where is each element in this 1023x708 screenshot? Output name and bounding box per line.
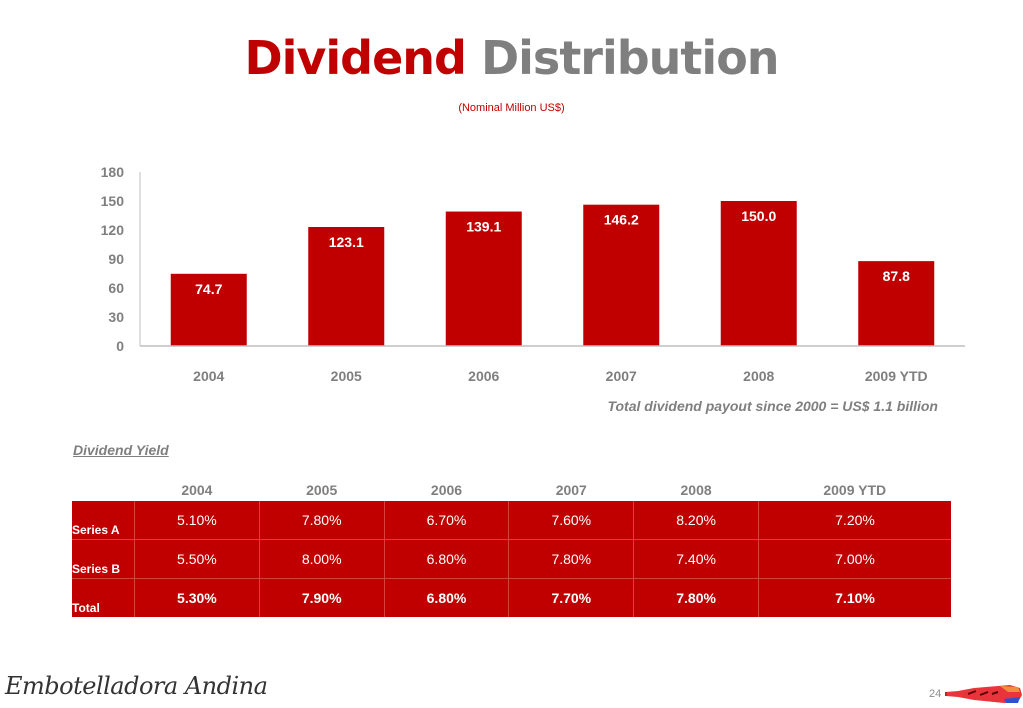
column-header: 2005 [259,479,385,501]
table-header-row: 2004 2005 2006 2007 2008 2009 YTD [72,479,951,501]
title-gray: Distribution [480,31,780,85]
table-cell: 5.50% [134,539,260,579]
table-cell: 7.60% [508,501,634,540]
company-logo: Embotelladora Andina [5,672,268,700]
table-cell: 6.70% [383,501,509,540]
table-cell: 7.20% [757,501,951,540]
dividend-yield-table: 2004 2005 2006 2007 2008 2009 YTD Series… [72,479,951,617]
x-tick-label: 2008 [743,368,774,384]
bar-2007 [583,204,660,346]
bar-2009-ytd [858,261,935,346]
bar-2005 [308,227,385,346]
column-header: 2004 [134,479,260,501]
table-cell: 8.20% [633,501,759,540]
bar-2004 [170,273,247,346]
bar-chart: 0 30 60 90 120 150 180 74.7 123.1 139.1 146.2 150.… [101,164,965,384]
table-cell: 6.80% [383,539,509,579]
bar-value-label: 123.1 [329,234,364,250]
page-number: 24 [929,688,942,700]
yield-section-title: Dividend Yield [73,442,169,458]
table-cell: 6.80% [383,578,509,617]
table-cell: 7.80% [258,501,385,540]
table-cell: 7.80% [633,578,759,617]
table-cell: 7.70% [508,578,634,617]
row-label: Series B [72,539,135,579]
y-axis: 0 30 60 90 120 150 180 [101,164,141,354]
column-header: 2009 YTD [758,479,951,501]
x-axis: 2004 2005 2006 2007 2008 2009 YTD [140,345,965,384]
table-cell: 7.00% [757,539,951,579]
x-tick-label: 2005 [331,368,362,384]
x-tick-label: 2006 [468,368,499,384]
bar-value-label: 74.7 [195,281,222,297]
bars: 74.7 123.1 139.1 146.2 150.0 87.8 [170,201,935,346]
x-tick-label: 2007 [606,368,637,384]
bar-value-label: 87.8 [883,268,910,284]
table-row-series-b: Series B 5.50% 8.00% 6.80% 7.80% 7.40% 7… [72,539,951,579]
table-cell: 7.90% [258,578,385,617]
column-header: 2006 [384,479,509,501]
table-cell: 7.40% [633,539,759,579]
bar-value-label: 150.0 [741,208,776,224]
title-red: Dividend [244,31,467,85]
bar-2008 [720,201,797,346]
bar-value-label: 146.2 [604,212,639,228]
table-cell: 8.00% [258,539,385,579]
y-tick-label: 180 [101,164,125,180]
table-cell: 7.80% [508,539,634,579]
table-cell: 5.10% [134,501,260,540]
y-tick-label: 120 [101,222,125,238]
table-cell: 5.30% [134,578,260,617]
table-row-total: Total 5.30% 7.90% 6.80% 7.70% 7.80% 7.10… [72,578,951,617]
y-tick-label: 90 [108,251,124,267]
x-tick-label: 2009 YTD [865,368,928,384]
table-cell: 7.10% [757,578,951,617]
y-tick-label: 0 [116,338,124,354]
bottle-logo-icon [945,685,1022,703]
row-label: Total [72,578,135,617]
y-tick-label: 150 [101,193,125,209]
page-title: Dividend Distribution [0,30,1023,86]
page-subtitle: (Nominal Million US$) [458,102,565,114]
table-row-series-a: Series A 5.10% 7.80% 6.70% 7.60% 8.20% 7… [72,501,951,540]
column-header: 2007 [508,479,634,501]
total-payout-note: Total dividend payout since 2000 = US$ 1… [607,398,938,414]
row-label: Series A [72,501,135,540]
column-header: 2008 [633,479,759,501]
header-corner [72,479,135,501]
bar-value-label: 139.1 [466,219,501,235]
y-tick-label: 30 [108,309,124,325]
x-tick-label: 2004 [193,368,224,384]
bar-2006 [445,211,522,346]
y-tick-label: 60 [108,280,124,296]
